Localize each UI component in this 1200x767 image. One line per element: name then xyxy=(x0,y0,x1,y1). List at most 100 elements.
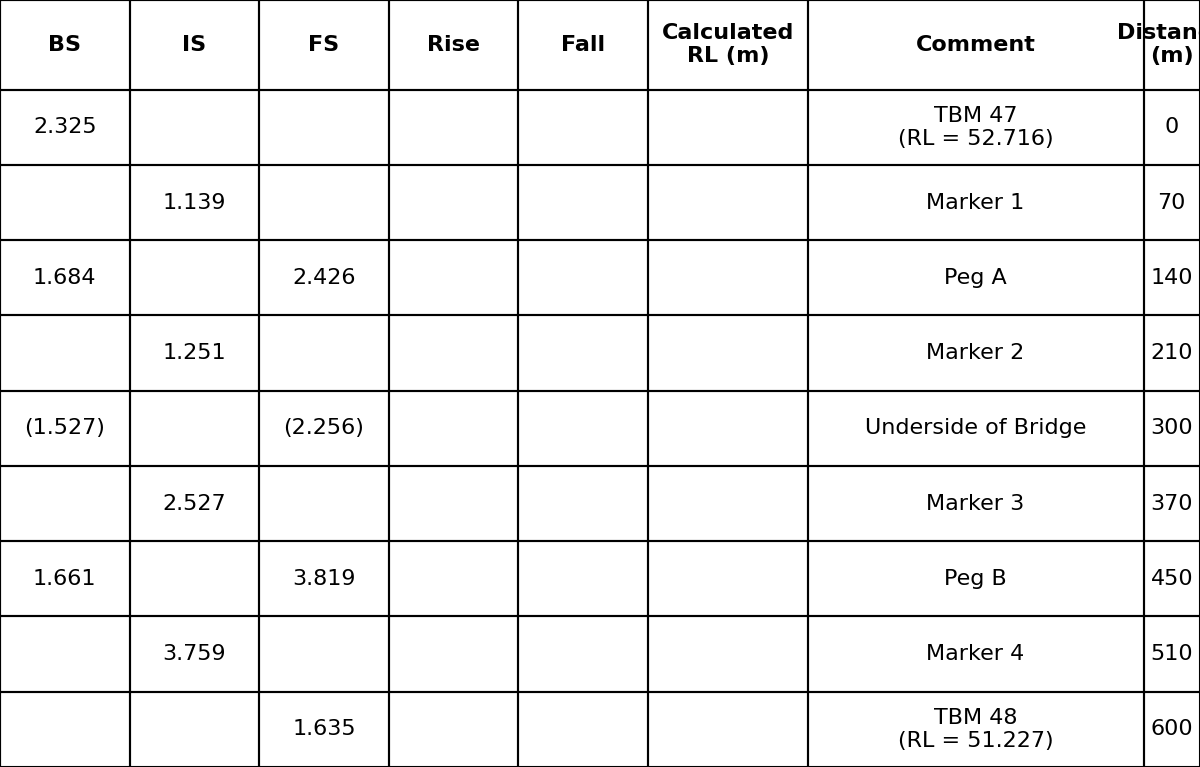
Bar xyxy=(1144,692,1200,767)
Bar xyxy=(808,542,1144,617)
Bar xyxy=(130,390,259,466)
Bar xyxy=(389,542,518,617)
Bar xyxy=(648,390,808,466)
Text: Comment: Comment xyxy=(916,35,1036,55)
Text: Peg B: Peg B xyxy=(944,569,1007,589)
Bar xyxy=(648,0,808,90)
Bar xyxy=(389,466,518,542)
Text: BS: BS xyxy=(48,35,82,55)
Bar xyxy=(259,0,389,90)
Bar xyxy=(389,0,518,90)
Bar xyxy=(389,165,518,240)
Text: 1.684: 1.684 xyxy=(34,268,96,288)
Bar xyxy=(130,0,259,90)
Bar xyxy=(648,692,808,767)
Bar xyxy=(648,617,808,692)
Bar xyxy=(808,617,1144,692)
Bar xyxy=(518,240,648,315)
Text: 70: 70 xyxy=(1158,193,1186,212)
Bar xyxy=(130,90,259,165)
Text: 2.527: 2.527 xyxy=(162,494,227,514)
Bar xyxy=(808,390,1144,466)
Bar xyxy=(389,617,518,692)
Text: (1.527): (1.527) xyxy=(24,418,106,439)
Bar xyxy=(259,617,389,692)
Bar xyxy=(130,617,259,692)
Bar xyxy=(518,466,648,542)
Text: (2.256): (2.256) xyxy=(283,418,365,439)
Bar xyxy=(808,165,1144,240)
Text: TBM 47
(RL = 52.716): TBM 47 (RL = 52.716) xyxy=(898,106,1054,149)
Bar xyxy=(0,617,130,692)
Bar xyxy=(648,240,808,315)
Bar xyxy=(0,390,130,466)
Bar xyxy=(648,165,808,240)
Bar xyxy=(1144,165,1200,240)
Bar xyxy=(259,240,389,315)
Bar xyxy=(1144,315,1200,390)
Bar xyxy=(808,692,1144,767)
Text: 510: 510 xyxy=(1151,644,1193,664)
Bar xyxy=(130,315,259,390)
Bar xyxy=(0,692,130,767)
Text: 210: 210 xyxy=(1151,343,1193,363)
Text: 2.426: 2.426 xyxy=(293,268,355,288)
Text: Calculated
RL (m): Calculated RL (m) xyxy=(661,23,794,67)
Bar xyxy=(518,617,648,692)
Bar xyxy=(1144,390,1200,466)
Bar xyxy=(389,692,518,767)
Text: 2.325: 2.325 xyxy=(32,117,97,137)
Bar xyxy=(808,0,1144,90)
Text: 3.819: 3.819 xyxy=(293,569,355,589)
Text: Distance
(m): Distance (m) xyxy=(1117,23,1200,67)
Text: 0: 0 xyxy=(1165,117,1178,137)
Bar xyxy=(389,390,518,466)
Bar xyxy=(808,315,1144,390)
Bar xyxy=(0,90,130,165)
Text: Fall: Fall xyxy=(562,35,605,55)
Bar xyxy=(518,692,648,767)
Bar xyxy=(130,466,259,542)
Text: 1.661: 1.661 xyxy=(34,569,96,589)
Bar xyxy=(0,315,130,390)
Bar xyxy=(1144,90,1200,165)
Bar xyxy=(259,315,389,390)
Bar xyxy=(1144,617,1200,692)
Text: Marker 3: Marker 3 xyxy=(926,494,1025,514)
Bar xyxy=(259,466,389,542)
Text: Marker 1: Marker 1 xyxy=(926,193,1025,212)
Bar xyxy=(1144,542,1200,617)
Bar xyxy=(1144,240,1200,315)
Bar xyxy=(518,542,648,617)
Text: Underside of Bridge: Underside of Bridge xyxy=(865,418,1086,439)
Bar xyxy=(518,165,648,240)
Bar xyxy=(389,240,518,315)
Bar xyxy=(1144,466,1200,542)
Text: IS: IS xyxy=(182,35,206,55)
Bar xyxy=(0,466,130,542)
Text: 1.251: 1.251 xyxy=(162,343,227,363)
Bar xyxy=(259,390,389,466)
Bar xyxy=(389,315,518,390)
Text: 1.635: 1.635 xyxy=(292,719,356,739)
Text: FS: FS xyxy=(308,35,340,55)
Bar xyxy=(518,90,648,165)
Bar xyxy=(130,165,259,240)
Bar xyxy=(259,165,389,240)
Text: TBM 48
(RL = 51.227): TBM 48 (RL = 51.227) xyxy=(898,708,1054,751)
Bar xyxy=(130,240,259,315)
Bar xyxy=(648,542,808,617)
Bar xyxy=(259,90,389,165)
Text: Peg A: Peg A xyxy=(944,268,1007,288)
Bar xyxy=(259,542,389,617)
Text: 300: 300 xyxy=(1151,418,1193,439)
Bar xyxy=(648,90,808,165)
Text: 3.759: 3.759 xyxy=(162,644,227,664)
Bar xyxy=(808,90,1144,165)
Bar xyxy=(648,466,808,542)
Text: Marker 2: Marker 2 xyxy=(926,343,1025,363)
Bar xyxy=(648,315,808,390)
Bar xyxy=(0,240,130,315)
Bar xyxy=(0,165,130,240)
Bar xyxy=(518,390,648,466)
